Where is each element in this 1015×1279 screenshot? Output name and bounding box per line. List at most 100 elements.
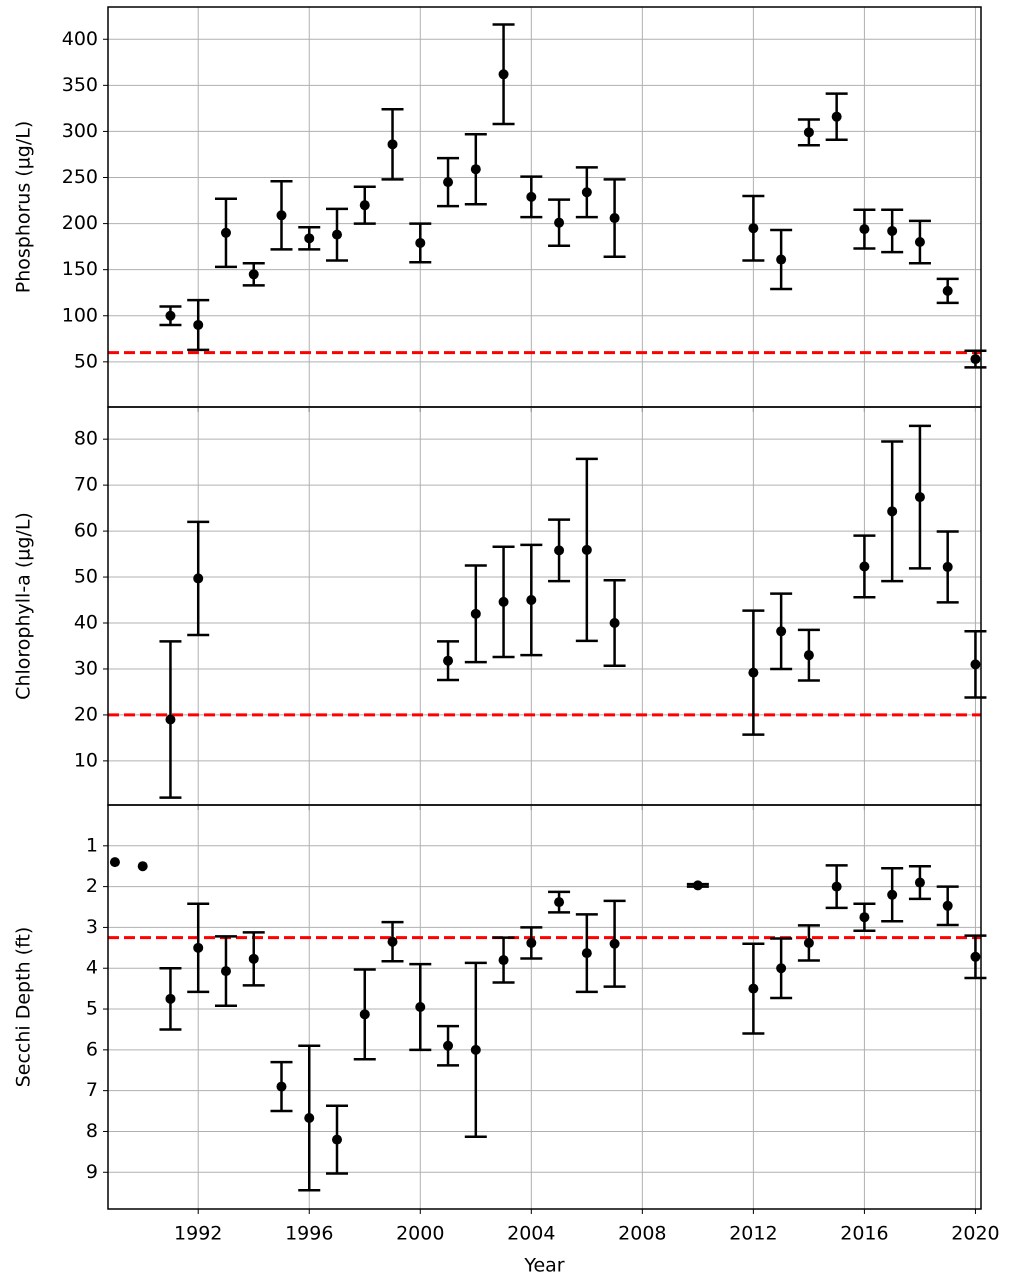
point — [248, 269, 259, 280]
x-tick-label: 2008 — [618, 1223, 666, 1245]
point — [165, 714, 176, 725]
point — [776, 254, 787, 265]
point — [859, 912, 870, 923]
point — [332, 1134, 343, 1145]
y-axis-label: Phosphorus (µg/L) — [13, 121, 35, 294]
point — [748, 223, 759, 234]
y-tick-label: 100 — [62, 304, 98, 326]
x-axis-label: Year — [523, 1255, 564, 1277]
y-tick-label: 70 — [74, 474, 98, 496]
point — [193, 319, 204, 330]
y-tick-label: 4 — [86, 957, 98, 979]
point — [193, 573, 204, 584]
point — [609, 618, 620, 629]
point — [387, 139, 398, 150]
point — [276, 1081, 287, 1092]
point — [803, 127, 814, 138]
point — [859, 561, 870, 572]
point — [304, 233, 315, 244]
y-tick-label: 300 — [62, 120, 98, 142]
y-tick-label: 2 — [86, 875, 98, 897]
x-tick-label: 2020 — [951, 1223, 999, 1245]
plot-frame — [107, 406, 982, 806]
point — [970, 354, 981, 365]
point — [748, 667, 759, 678]
point — [831, 111, 842, 122]
plot-frame — [107, 6, 982, 408]
point — [776, 626, 787, 637]
point — [526, 937, 537, 948]
point — [443, 177, 454, 188]
y-tick-label: 80 — [74, 428, 98, 450]
y-tick-label: 400 — [62, 28, 98, 50]
point — [970, 951, 981, 962]
y-tick-label: 60 — [74, 520, 98, 542]
point — [581, 948, 592, 959]
y-tick-label: 10 — [74, 749, 98, 771]
y-tick-label: 7 — [86, 1079, 98, 1101]
point — [581, 187, 592, 198]
point — [554, 217, 565, 228]
point — [581, 544, 592, 555]
point — [415, 237, 426, 248]
point — [887, 225, 898, 236]
point — [914, 877, 925, 888]
y-tick-label: 50 — [74, 350, 98, 372]
point — [803, 650, 814, 661]
point — [498, 596, 509, 607]
x-tick-label: 2004 — [507, 1223, 555, 1245]
point — [387, 936, 398, 947]
y-tick-label: 350 — [62, 74, 98, 96]
x-tick-label: 2012 — [729, 1223, 777, 1245]
point — [609, 938, 620, 949]
point — [748, 983, 759, 994]
point — [359, 200, 370, 211]
point — [165, 310, 176, 321]
point — [470, 164, 481, 175]
point — [248, 953, 259, 964]
point — [859, 224, 870, 235]
plot-frame — [107, 804, 982, 1210]
point — [887, 889, 898, 900]
point — [304, 1112, 315, 1123]
y-tick-label: 9 — [86, 1161, 98, 1183]
point — [942, 285, 953, 296]
y-tick-label: 50 — [74, 566, 98, 588]
point — [831, 881, 842, 892]
point — [914, 492, 925, 503]
point — [443, 1040, 454, 1051]
y-tick-label: 5 — [86, 998, 98, 1020]
y-tick-label: 1 — [86, 834, 98, 856]
y-tick-label: 40 — [74, 612, 98, 634]
y-axis-label: Secchi Depth (ft) — [13, 927, 35, 1088]
y-tick-label: 3 — [86, 916, 98, 938]
point — [554, 545, 565, 556]
point — [332, 229, 343, 240]
point — [526, 191, 537, 202]
point — [970, 659, 981, 670]
point — [942, 561, 953, 572]
point — [609, 213, 620, 224]
y-tick-label: 150 — [62, 258, 98, 280]
point — [803, 937, 814, 948]
y-tick-label: 30 — [74, 657, 98, 679]
point — [692, 880, 703, 891]
point — [137, 861, 148, 872]
point — [776, 963, 787, 974]
point — [220, 966, 231, 977]
y-tick-label: 6 — [86, 1038, 98, 1060]
point — [942, 900, 953, 911]
point — [498, 69, 509, 80]
point — [914, 237, 925, 248]
y-tick-label: 20 — [74, 703, 98, 725]
x-tick-label: 1996 — [285, 1223, 333, 1245]
y-axis-label: Chlorophyll-a (µg/L) — [13, 512, 35, 700]
point — [887, 506, 898, 517]
point — [470, 1044, 481, 1055]
x-tick-label: 2016 — [840, 1223, 888, 1245]
point — [526, 595, 537, 606]
x-tick-label: 2000 — [396, 1223, 444, 1245]
y-tick-label: 200 — [62, 212, 98, 234]
y-tick-label: 250 — [62, 166, 98, 188]
